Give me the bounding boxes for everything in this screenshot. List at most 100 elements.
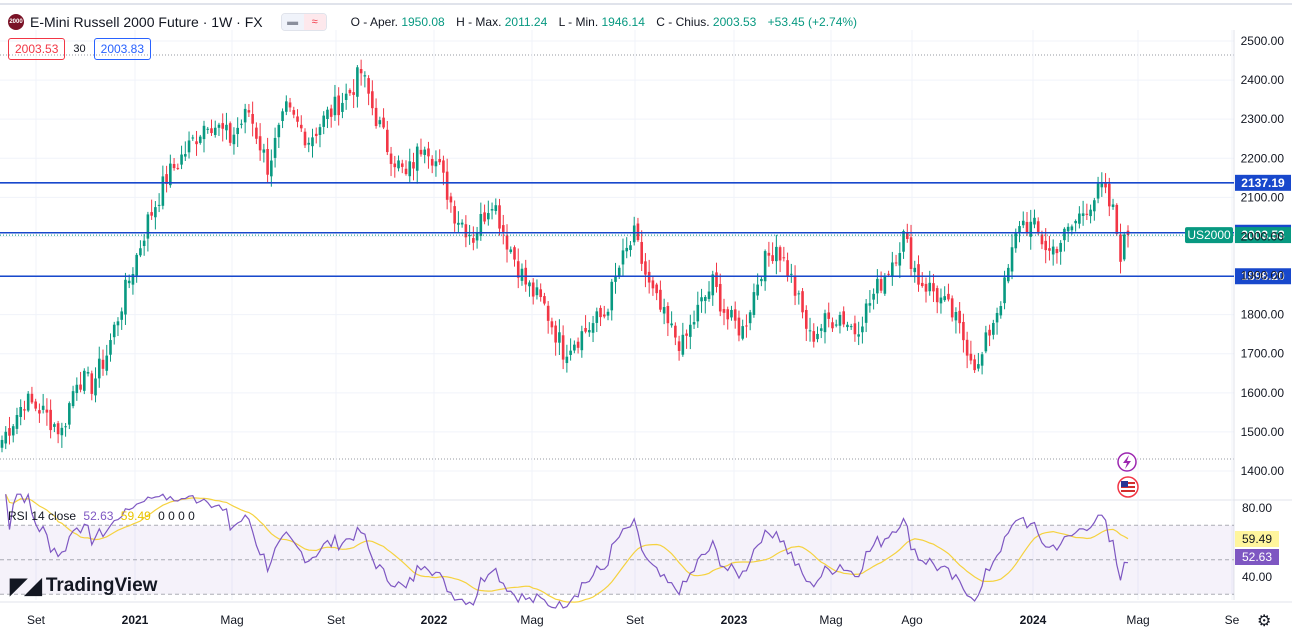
candle-body bbox=[681, 334, 685, 355]
y-tick-label: 2000.00 bbox=[1241, 229, 1285, 243]
candle-body bbox=[210, 128, 213, 134]
candle-body bbox=[842, 311, 845, 325]
candle-body bbox=[75, 384, 79, 394]
candle-body bbox=[898, 253, 902, 266]
candle-body bbox=[19, 407, 23, 418]
rsi-line bbox=[5, 492, 1129, 609]
candle-body bbox=[954, 311, 958, 321]
candle-body bbox=[674, 325, 677, 338]
candle-body bbox=[53, 424, 56, 427]
candle-body bbox=[393, 163, 397, 168]
candle-body bbox=[715, 272, 718, 287]
y-tick-label: 1900.00 bbox=[1241, 269, 1285, 283]
candle-body bbox=[580, 331, 584, 351]
candle-body bbox=[348, 89, 352, 94]
candle-body bbox=[685, 333, 688, 336]
candle-body bbox=[45, 409, 49, 413]
candle-body bbox=[296, 116, 299, 122]
sell-button[interactable]: 2003.53 bbox=[8, 38, 66, 60]
candle-body bbox=[236, 127, 239, 135]
candle-body bbox=[883, 276, 887, 294]
candle-body bbox=[26, 393, 30, 411]
candle-body bbox=[41, 405, 45, 410]
y-tick-label: 1500.00 bbox=[1241, 425, 1285, 439]
open-label: O - Aper. bbox=[350, 15, 398, 29]
candle-body bbox=[378, 120, 382, 125]
candle-body bbox=[1014, 232, 1018, 249]
buy-button[interactable]: 2003.83 bbox=[93, 38, 152, 60]
candle-body bbox=[195, 141, 198, 145]
level-tag-label: 1898.20 bbox=[1241, 269, 1285, 283]
candle-body bbox=[632, 225, 636, 243]
candle-body bbox=[505, 235, 509, 250]
flash-icon[interactable] bbox=[1117, 452, 1137, 472]
candle-body bbox=[228, 123, 232, 143]
candle-body bbox=[1089, 209, 1092, 217]
tradingview-name: TradingView bbox=[45, 575, 158, 596]
candle-body bbox=[812, 331, 816, 342]
candle-body bbox=[629, 245, 632, 251]
candle-body bbox=[550, 321, 554, 328]
candle-body bbox=[554, 325, 557, 343]
candle-body bbox=[180, 154, 183, 165]
candle-body bbox=[397, 160, 400, 169]
candle-body bbox=[891, 262, 894, 277]
candle-body bbox=[457, 222, 460, 225]
candle-body bbox=[1070, 226, 1074, 231]
candle-body bbox=[786, 260, 789, 277]
candle-body bbox=[778, 247, 782, 261]
approx-icon[interactable]: ≈ bbox=[303, 14, 326, 30]
candle-body bbox=[999, 306, 1003, 316]
candle-body bbox=[251, 113, 254, 124]
candle-body bbox=[853, 323, 857, 335]
candle-body bbox=[135, 254, 138, 276]
candle-body bbox=[442, 160, 445, 173]
candle-body bbox=[142, 240, 146, 247]
candle-body bbox=[528, 282, 531, 287]
candle-body bbox=[823, 313, 827, 333]
candle-body bbox=[625, 247, 629, 252]
y-tick-label: 1400.00 bbox=[1241, 464, 1285, 478]
candle-body bbox=[187, 140, 191, 153]
level-tag bbox=[1235, 268, 1291, 285]
rsi-legend[interactable]: RSI 14 close 52.63 59.49 0 0 0 0 bbox=[8, 509, 195, 523]
last-price-tag bbox=[1235, 227, 1291, 244]
candle-body bbox=[696, 304, 700, 322]
x-tick-label: Set bbox=[327, 613, 346, 627]
candle-body bbox=[722, 309, 726, 313]
candle-body bbox=[1104, 182, 1107, 188]
candle-body bbox=[516, 261, 520, 278]
candle-body bbox=[56, 423, 60, 435]
candle-body bbox=[539, 289, 542, 298]
symbol-title[interactable]: E-Mini Russell 2000 Future · 1W · FX bbox=[30, 14, 263, 30]
y-tick-label: 1800.00 bbox=[1241, 308, 1285, 322]
candle-body bbox=[389, 153, 393, 164]
settings-gear-icon[interactable]: ⚙ bbox=[1257, 613, 1272, 630]
tradingview-logo[interactable]: ◤◢ TradingView bbox=[10, 573, 157, 599]
candle-body bbox=[718, 283, 722, 312]
candle-body bbox=[352, 92, 355, 95]
candle-body bbox=[662, 307, 666, 314]
pause-icon[interactable]: ▬ bbox=[281, 14, 304, 30]
candle-body bbox=[408, 161, 412, 177]
candle-body bbox=[367, 78, 370, 94]
candle-body bbox=[644, 261, 647, 275]
candle-body bbox=[1059, 242, 1062, 252]
candle-body bbox=[371, 91, 374, 109]
symbol-tag bbox=[1185, 227, 1233, 244]
candle-body bbox=[483, 212, 486, 222]
candle-body bbox=[1074, 220, 1077, 224]
candle-body bbox=[1051, 246, 1055, 255]
rsi-tag bbox=[1235, 549, 1279, 565]
chart-header: 2000 E-Mini Russell 2000 Future · 1W · F… bbox=[8, 12, 865, 32]
us-flag-event-icon[interactable] bbox=[1117, 476, 1139, 498]
rsi-tag-label: 52.63 bbox=[1242, 550, 1272, 564]
candle-body bbox=[584, 328, 587, 332]
candle-body bbox=[464, 224, 468, 238]
mode-toggle[interactable]: ▬ ≈ bbox=[280, 13, 327, 31]
candle-body bbox=[558, 332, 561, 343]
candle-body bbox=[677, 341, 681, 351]
candle-body bbox=[700, 297, 703, 302]
